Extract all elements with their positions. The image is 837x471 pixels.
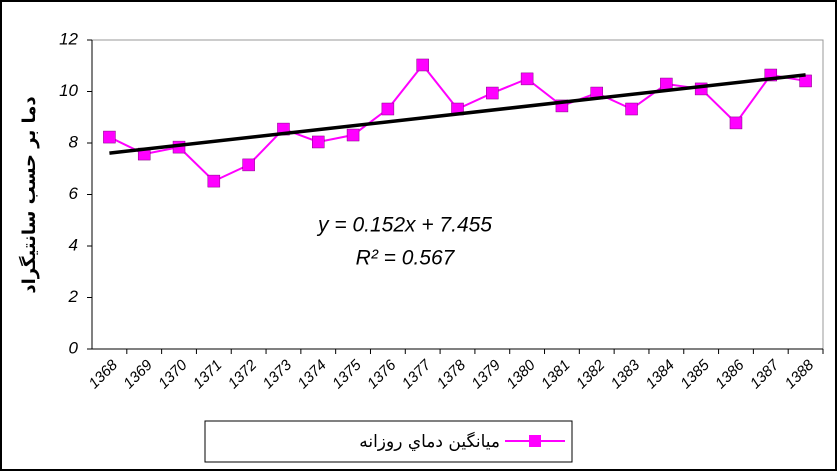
point-marker	[626, 103, 638, 115]
point-marker	[103, 131, 115, 143]
point-marker	[347, 129, 359, 141]
y-tick-label: 2	[68, 287, 79, 306]
y-tick-label: 6	[69, 184, 79, 203]
y-tick-label: 8	[69, 132, 79, 151]
trend-equation: y = 0.152x + 7.455	[316, 214, 492, 237]
y-axis-label: دما بر حسب سانتیگراد	[18, 96, 40, 293]
point-marker	[486, 87, 498, 99]
y-tick-label: 0	[69, 338, 79, 357]
point-marker	[382, 103, 394, 115]
point-marker	[417, 59, 429, 71]
y-tick-label: 12	[59, 29, 78, 48]
point-marker	[208, 175, 220, 187]
legend-label: ميانگين دماي روزانه	[359, 431, 500, 452]
r-squared: R² = 0.567	[356, 247, 456, 270]
point-marker	[312, 136, 324, 148]
point-marker	[660, 78, 672, 90]
point-marker	[521, 73, 533, 85]
y-tick-label: 10	[59, 81, 78, 100]
y-tick-label: 4	[69, 235, 78, 254]
chart: دما بر حسب سانتیگراد y = 0.152x + 7.455 …	[0, 0, 837, 471]
point-marker	[730, 117, 742, 129]
legend-marker	[529, 435, 541, 447]
point-marker	[243, 159, 255, 171]
